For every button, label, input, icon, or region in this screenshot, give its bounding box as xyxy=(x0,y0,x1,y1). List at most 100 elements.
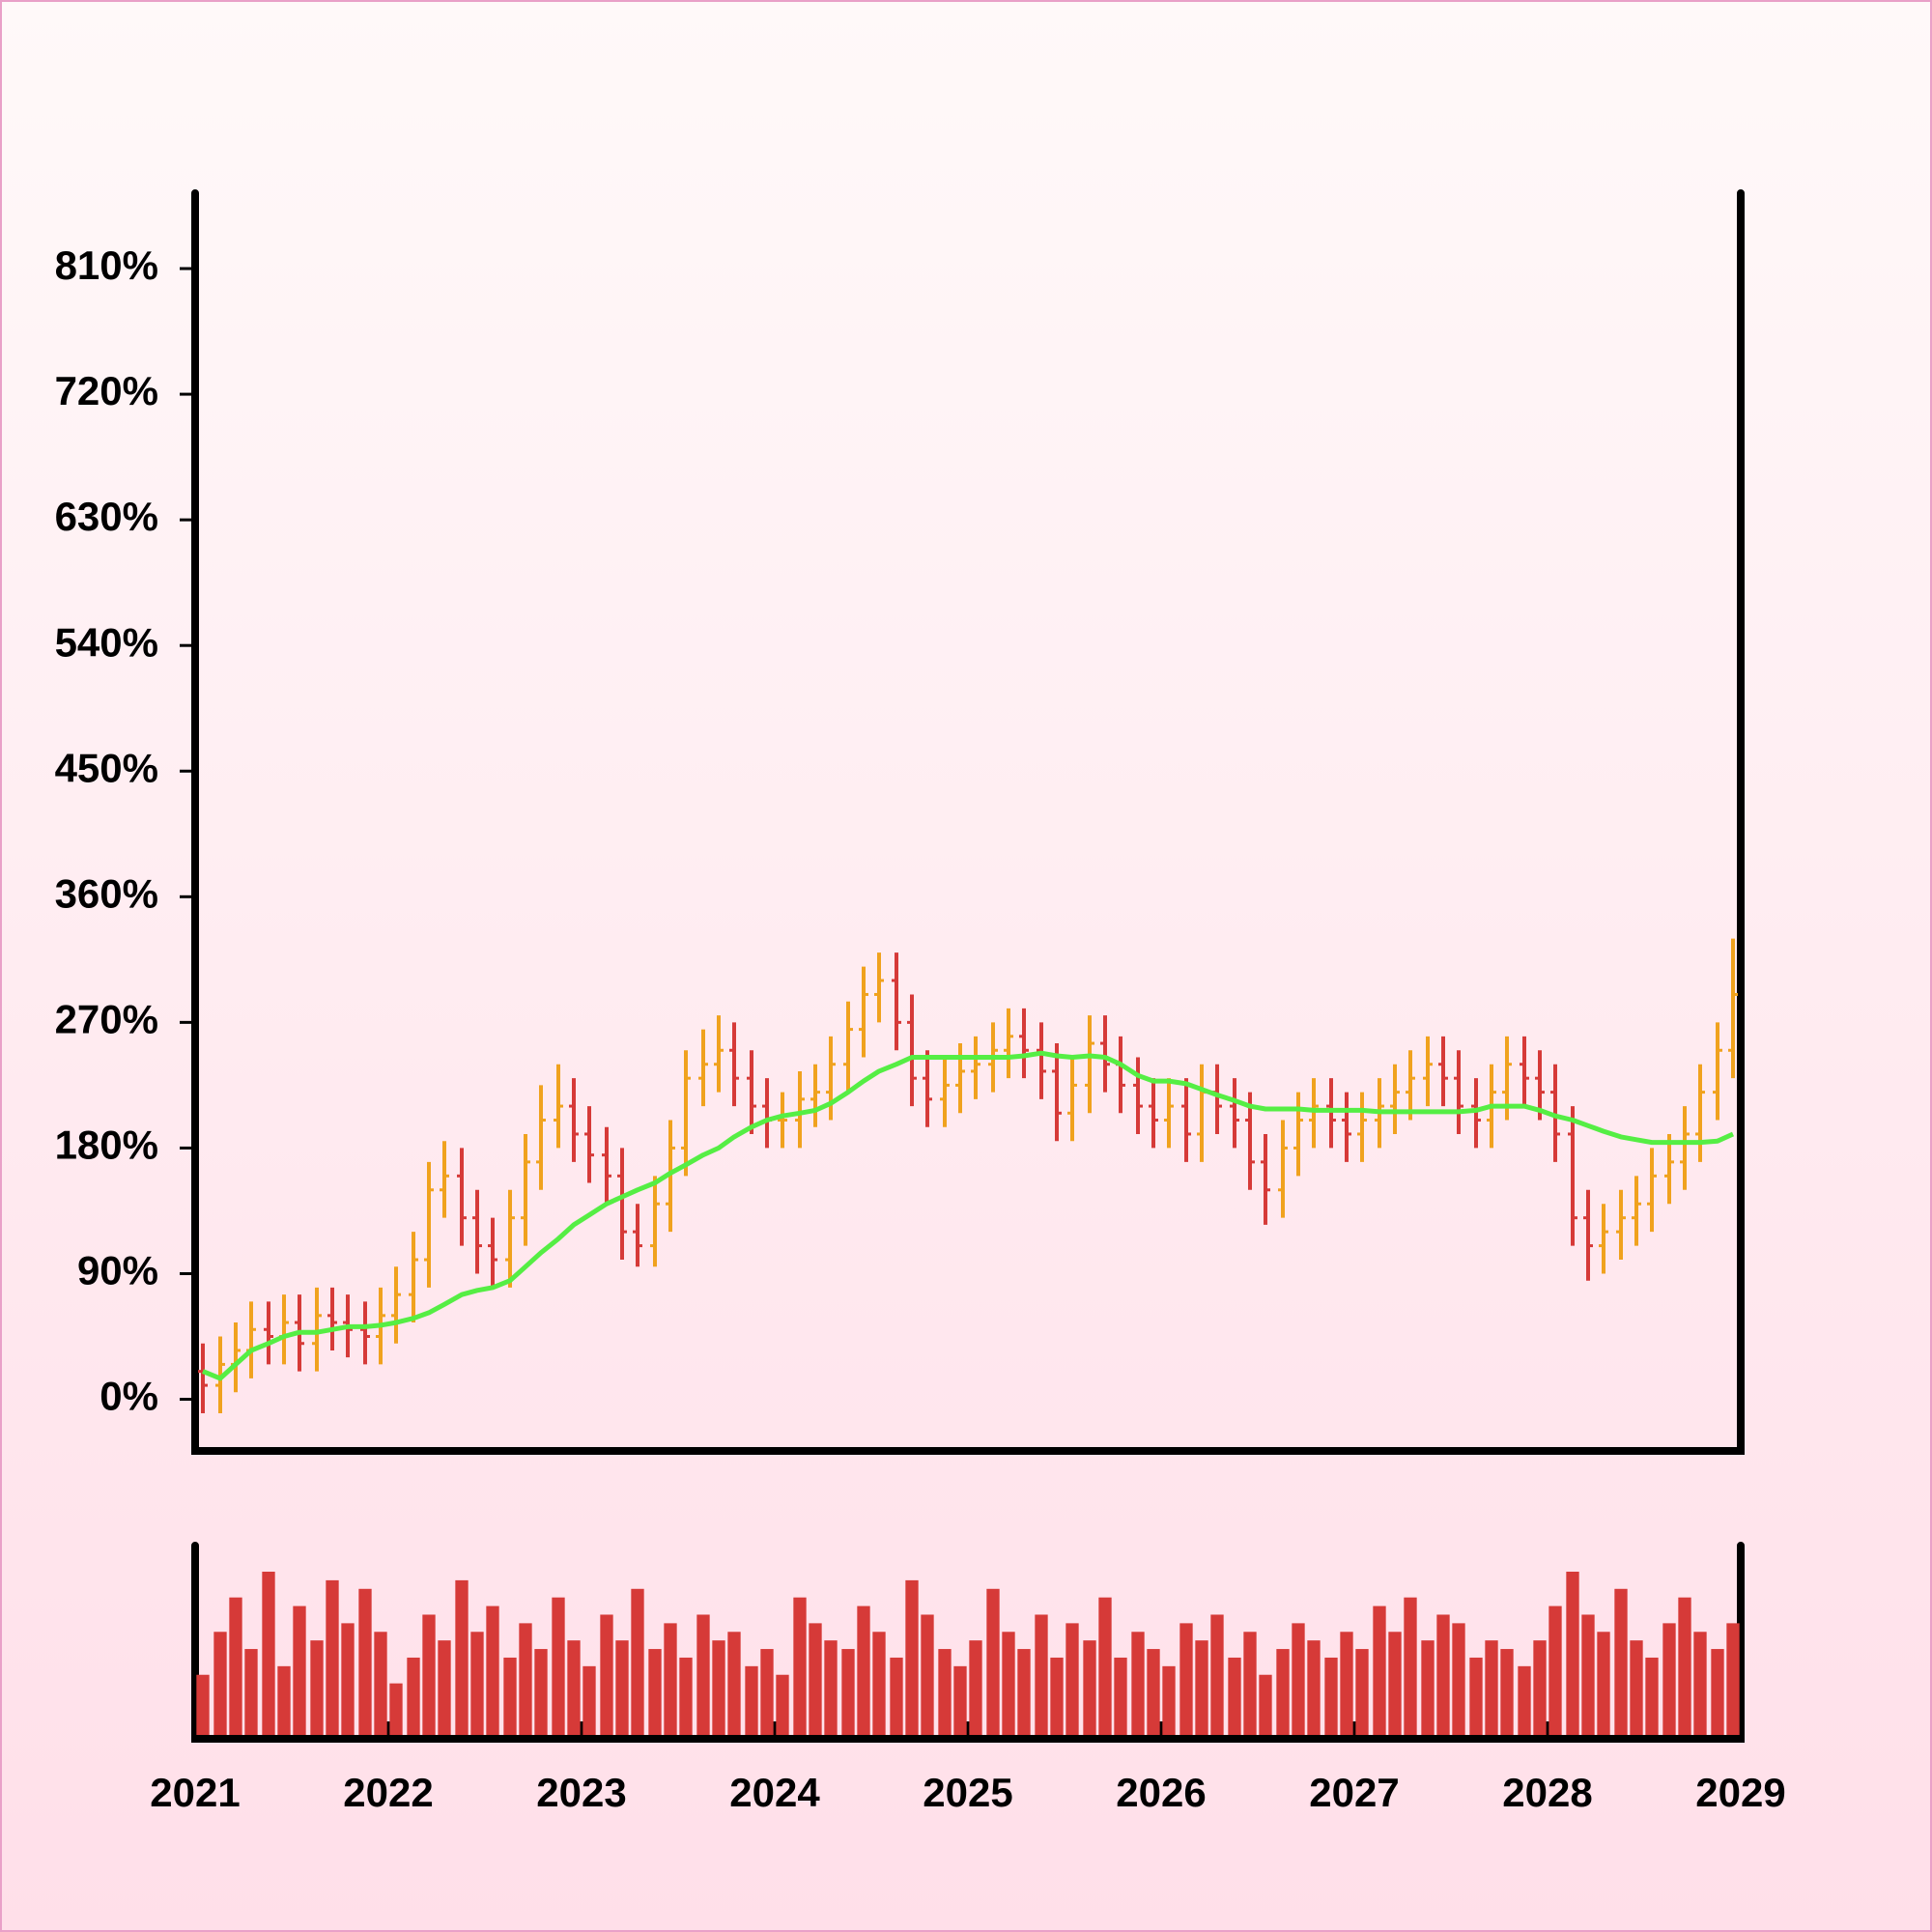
volume-bar xyxy=(1147,1649,1160,1735)
y-tick-label: 90% xyxy=(77,1248,158,1293)
volume-bar xyxy=(760,1649,774,1735)
volume-bar xyxy=(1469,1657,1483,1735)
volume-bar xyxy=(953,1665,967,1735)
volume-bar xyxy=(1292,1623,1305,1735)
volume-bar xyxy=(1548,1605,1562,1735)
volume-bar xyxy=(326,1579,339,1735)
volume-bar xyxy=(1228,1657,1241,1735)
volume-bar xyxy=(1210,1614,1224,1735)
volume-bar xyxy=(1050,1657,1064,1735)
volume-bar xyxy=(600,1614,613,1735)
volume-bar xyxy=(567,1640,581,1735)
volume-bar xyxy=(1162,1665,1176,1735)
volume-bar xyxy=(1324,1657,1338,1735)
volume-bar xyxy=(1566,1572,1579,1735)
y-tick-label: 450% xyxy=(55,745,158,790)
volume-bar xyxy=(244,1649,258,1735)
volume-bar xyxy=(1421,1640,1435,1735)
volume-bar xyxy=(470,1632,484,1735)
volume-bar xyxy=(857,1605,870,1735)
volume-bar xyxy=(631,1588,644,1735)
x-tick-label: 2028 xyxy=(1502,1770,1592,1815)
volume-bar xyxy=(262,1572,275,1735)
volume-bar xyxy=(1597,1632,1610,1735)
volume-bar xyxy=(1711,1649,1724,1735)
volume-bar xyxy=(1518,1665,1531,1735)
volume-bar xyxy=(277,1665,291,1735)
x-tick-label: 2023 xyxy=(536,1770,626,1815)
volume-bar xyxy=(664,1623,677,1735)
volume-bar xyxy=(1179,1623,1193,1735)
volume-bar xyxy=(1452,1623,1465,1735)
volume-bar xyxy=(1017,1649,1031,1735)
volume-bar xyxy=(1485,1640,1498,1735)
volume-bar xyxy=(341,1623,355,1735)
volume-bar xyxy=(1035,1614,1048,1735)
volume-bar xyxy=(1259,1674,1272,1735)
volume-bar xyxy=(1340,1632,1353,1735)
volume-bar xyxy=(293,1605,306,1735)
volume-bar xyxy=(712,1640,725,1735)
volume-bar xyxy=(1662,1623,1676,1735)
volume-bar xyxy=(1726,1623,1740,1735)
volume-bar xyxy=(1114,1657,1127,1735)
volume-bar xyxy=(1131,1632,1145,1735)
volume-bar xyxy=(809,1623,822,1735)
y-tick-label: 180% xyxy=(55,1122,158,1168)
volume-bar xyxy=(1307,1640,1321,1735)
volume-bar xyxy=(648,1649,662,1735)
volume-bar xyxy=(1355,1649,1369,1735)
volume-bar xyxy=(841,1649,855,1735)
volume-bar xyxy=(1614,1588,1628,1735)
volume-bar xyxy=(969,1640,982,1735)
volume-bar xyxy=(534,1649,548,1735)
volume-bar xyxy=(486,1605,499,1735)
volume-bar xyxy=(1630,1640,1643,1735)
volume-bar xyxy=(422,1614,436,1735)
volume-bar xyxy=(1581,1614,1595,1735)
x-tick-label: 2025 xyxy=(923,1770,1012,1815)
volume-bar xyxy=(824,1640,838,1735)
volume-bar xyxy=(582,1665,596,1735)
volume-bar xyxy=(374,1632,387,1735)
x-tick-label: 2021 xyxy=(150,1770,240,1815)
x-tick-label: 2022 xyxy=(343,1770,433,1815)
y-tick-label: 360% xyxy=(55,870,158,916)
volume-bar xyxy=(1436,1614,1450,1735)
volume-bar xyxy=(1388,1632,1402,1735)
volume-bar xyxy=(938,1649,952,1735)
volume-bar xyxy=(213,1632,227,1735)
y-tick-label: 270% xyxy=(55,996,158,1041)
volume-bar xyxy=(1083,1640,1096,1735)
volume-bar xyxy=(1195,1640,1208,1735)
y-tick-label: 540% xyxy=(55,619,158,665)
volume-bar xyxy=(1693,1632,1707,1735)
volume-bar xyxy=(890,1657,903,1735)
volume-bar xyxy=(679,1657,693,1735)
volume-bar xyxy=(872,1632,886,1735)
volume-bar xyxy=(793,1597,807,1735)
volume-bar xyxy=(503,1657,517,1735)
y-tick-label: 0% xyxy=(99,1374,158,1419)
volume-bar xyxy=(1002,1632,1015,1735)
volume-bar xyxy=(310,1640,324,1735)
volume-bar xyxy=(1243,1632,1257,1735)
volume-bar xyxy=(438,1640,451,1735)
volume-bar xyxy=(1404,1597,1417,1735)
volume-bar xyxy=(776,1674,789,1735)
volume-bar xyxy=(389,1683,403,1735)
volume-bar xyxy=(1645,1657,1659,1735)
price-axes xyxy=(191,189,1745,1455)
volume-bar xyxy=(1533,1640,1547,1735)
volume-bar xyxy=(1678,1597,1691,1735)
moving-average-line xyxy=(202,1050,1735,1381)
volume-bar xyxy=(407,1657,420,1735)
x-tick-label: 2029 xyxy=(1695,1770,1785,1815)
volume-bar xyxy=(455,1579,469,1735)
volume-bar xyxy=(358,1588,372,1735)
volume-bar xyxy=(519,1623,532,1735)
volume-bar xyxy=(745,1665,758,1735)
volume-bar xyxy=(1098,1597,1112,1735)
